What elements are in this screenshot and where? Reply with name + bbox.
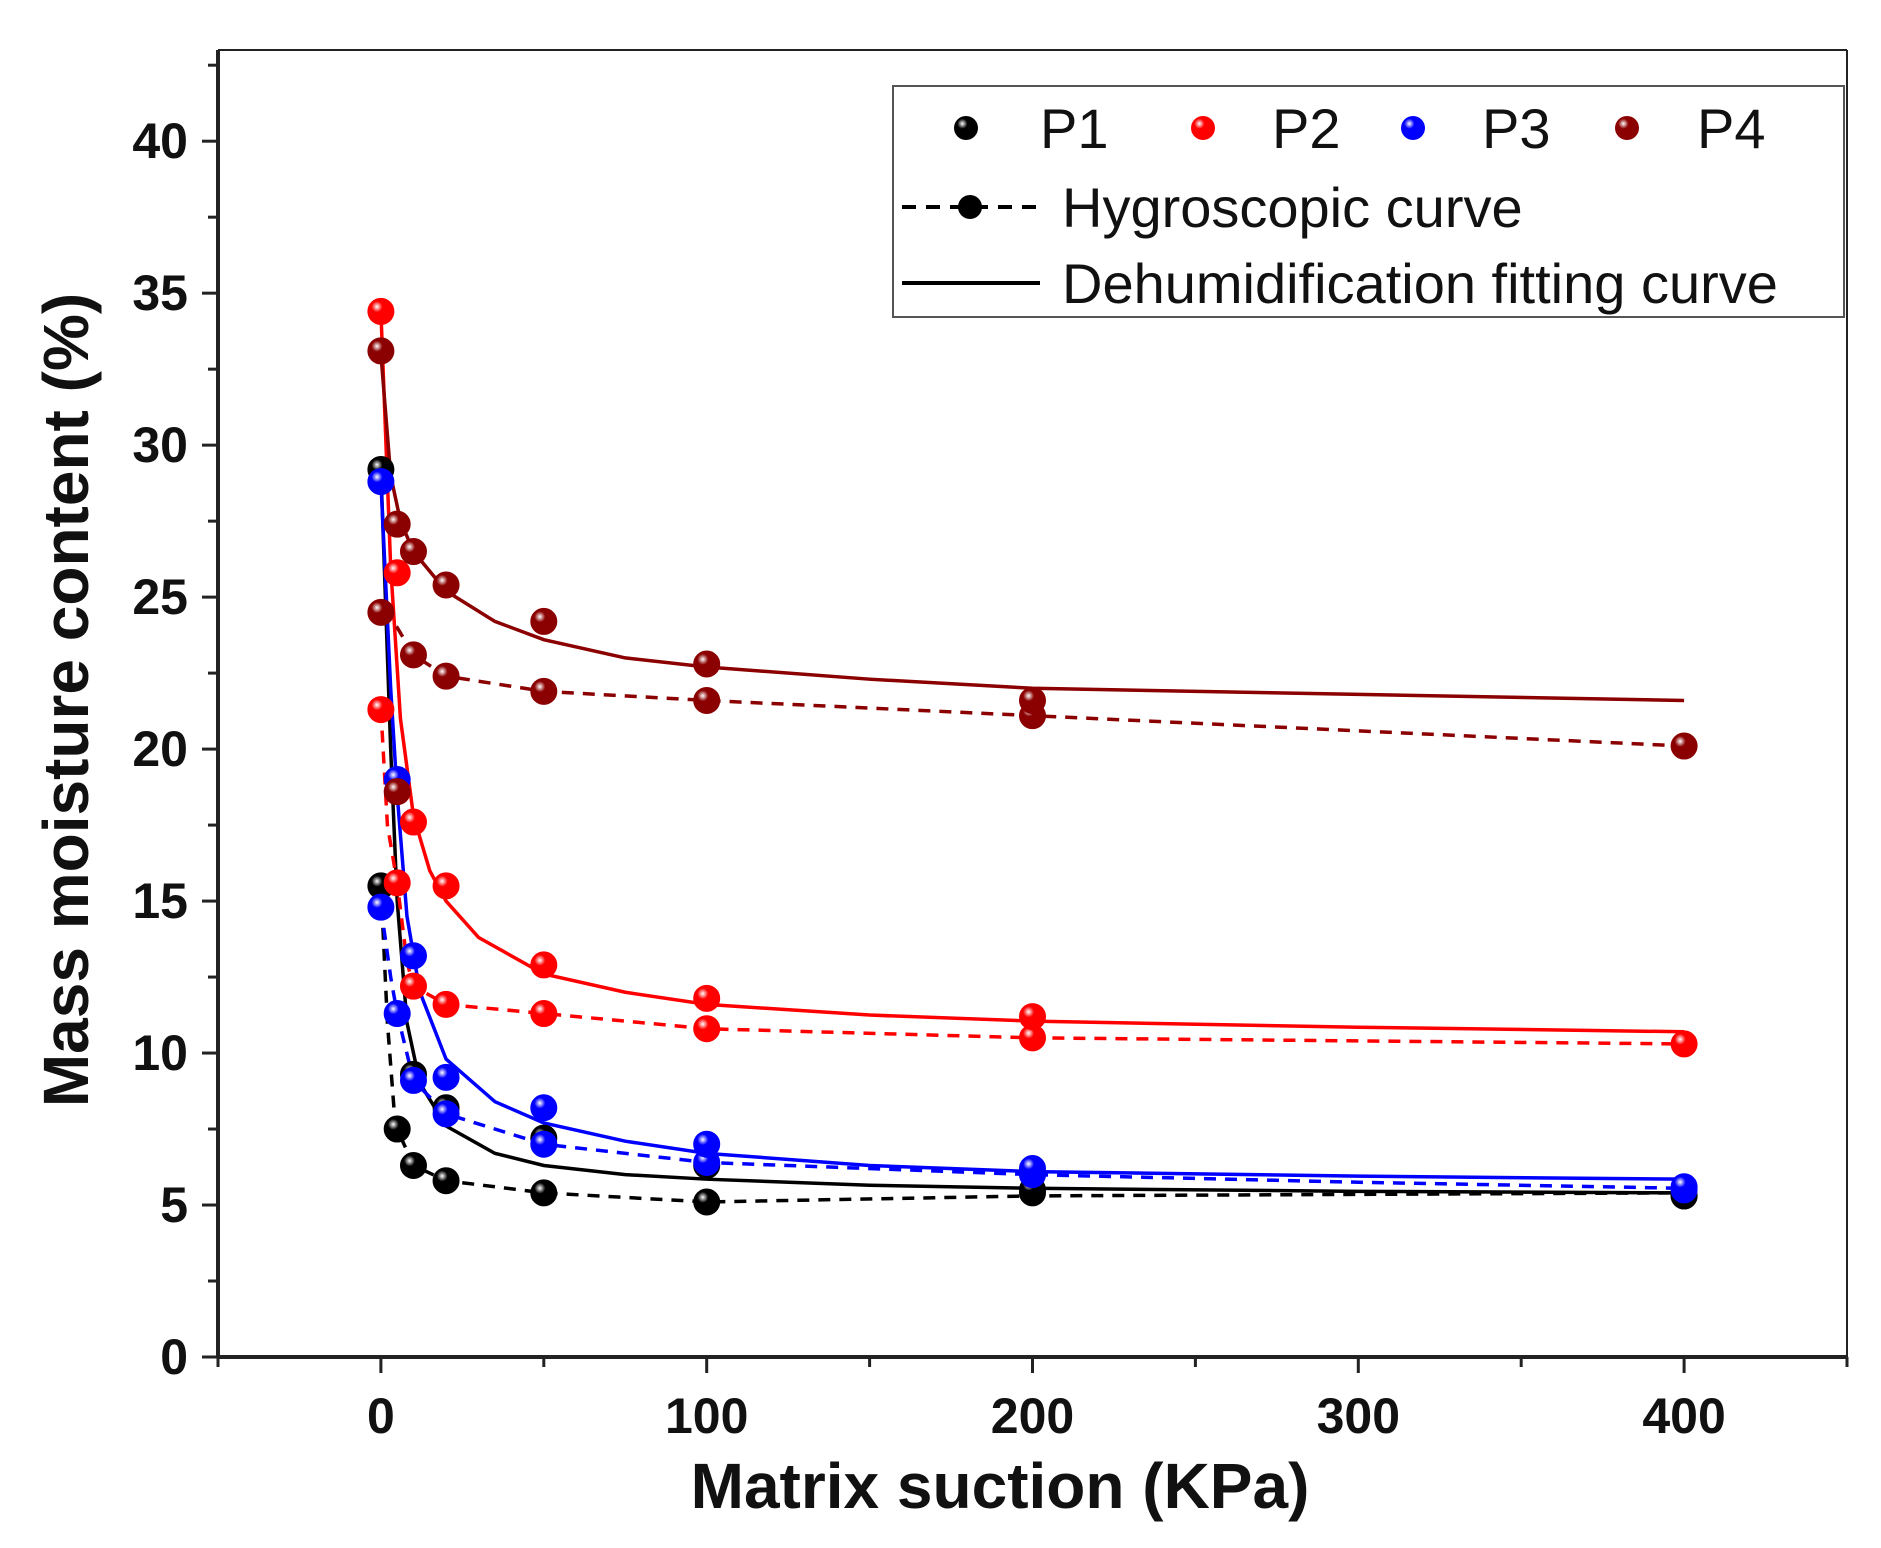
data-point-p4-hygroscopic bbox=[693, 686, 721, 714]
data-point-p2-hygroscopic bbox=[399, 972, 427, 1000]
data-point-p4-hygroscopic bbox=[399, 641, 427, 669]
legend-box bbox=[892, 85, 1845, 318]
data-point-p2-dehumidification bbox=[693, 984, 721, 1012]
data-point-p4-hygroscopic bbox=[1670, 732, 1698, 760]
x-tick-label: 200 bbox=[991, 1388, 1074, 1444]
legend-marker-p4 bbox=[1615, 116, 1639, 140]
data-point-p4-dehumidification bbox=[1019, 686, 1046, 714]
data-point-p3-dehumidification bbox=[432, 1063, 460, 1091]
data-point-p1-hygroscopic bbox=[399, 1152, 427, 1180]
data-point-p3-dehumidification bbox=[367, 468, 395, 496]
data-point-p1-hygroscopic bbox=[383, 1115, 411, 1143]
data-point-p3-dehumidification bbox=[693, 1130, 721, 1158]
data-point-p2-dehumidification bbox=[432, 872, 460, 900]
data-point-p4-dehumidification bbox=[530, 607, 558, 635]
data-point-p2-dehumidification bbox=[530, 951, 558, 979]
fitting-curve-p3 bbox=[379, 481, 1685, 1181]
y-tick-label: 20 bbox=[132, 721, 188, 777]
data-point-p4-dehumidification bbox=[693, 650, 721, 678]
hygroscopic-curve-p2 bbox=[379, 709, 1685, 1046]
y-tick-label: 25 bbox=[132, 569, 188, 625]
data-point-p2-hygroscopic bbox=[530, 1000, 558, 1028]
data-point-p3-dehumidification bbox=[399, 942, 427, 970]
y-tick-label: 0 bbox=[160, 1329, 188, 1385]
data-point-p4-hygroscopic bbox=[432, 662, 460, 690]
data-point-p3-hygroscopic bbox=[530, 1130, 558, 1158]
data-point-p4-dehumidification bbox=[383, 510, 411, 538]
data-point-p2-hygroscopic bbox=[383, 869, 411, 897]
data-point-p4-dehumidification bbox=[367, 337, 395, 365]
data-point-p1-hygroscopic bbox=[530, 1179, 558, 1207]
legend-label-p1: P1 bbox=[1040, 97, 1109, 160]
y-tick-label: 10 bbox=[132, 1025, 188, 1081]
data-point-p3-dehumidification bbox=[530, 1094, 558, 1122]
legend-marker-p1 bbox=[954, 116, 978, 140]
data-point-p2-dehumidification bbox=[399, 808, 427, 836]
y-tick-label: 5 bbox=[160, 1177, 188, 1233]
legend-fitting-label: Dehumidification fitting curve bbox=[1062, 252, 1778, 315]
data-point-p1-hygroscopic bbox=[432, 1167, 460, 1195]
fitting-curve-p2 bbox=[379, 311, 1685, 1034]
x-tick-label: 0 bbox=[367, 1388, 395, 1444]
legend-hygroscopic-label: Hygroscopic curve bbox=[1062, 176, 1523, 239]
data-point-p2-dehumidification bbox=[367, 297, 395, 325]
data-point-p2-hygroscopic bbox=[693, 1015, 721, 1043]
fitting-curve-p4 bbox=[379, 353, 1685, 703]
data-point-p3-hygroscopic bbox=[432, 1100, 460, 1128]
data-point-p3-dehumidification bbox=[1670, 1173, 1698, 1201]
data-point-p3-hygroscopic bbox=[383, 1000, 411, 1028]
legend-label-p3: P3 bbox=[1482, 97, 1551, 160]
data-point-p2-dehumidification bbox=[383, 559, 411, 587]
legend-label-p4: P4 bbox=[1697, 97, 1766, 160]
data-point-p4-hygroscopic bbox=[530, 677, 558, 705]
legend: P1 P2 P3 P4 Hygroscopic curve Dehumidifi… bbox=[892, 85, 1845, 318]
data-point-p4-dehumidification bbox=[399, 538, 427, 566]
data-point-p4-dehumidification bbox=[432, 571, 460, 599]
data-point-p2-hygroscopic bbox=[367, 696, 395, 724]
data-point-p4-hygroscopic bbox=[367, 598, 395, 626]
data-point-p3-hygroscopic bbox=[399, 1066, 427, 1094]
data-point-p2-hygroscopic bbox=[432, 990, 460, 1018]
x-tick-label: 300 bbox=[1317, 1388, 1400, 1444]
fitting-curve-p1 bbox=[379, 469, 1685, 1195]
legend-marker-p3 bbox=[1401, 116, 1425, 140]
y-axis-title: Mass moisture content (%) bbox=[30, 293, 102, 1107]
data-point-p3-hygroscopic bbox=[367, 893, 395, 921]
x-axis-title: Matrix suction (KPa) bbox=[691, 1450, 1310, 1522]
data-point-p2-dehumidification bbox=[1019, 1003, 1046, 1031]
data-point-p2-dehumidification bbox=[1670, 1030, 1698, 1058]
legend-marker-p2 bbox=[1191, 116, 1215, 140]
y-tick-label: 35 bbox=[132, 265, 188, 321]
legend-label-p2: P2 bbox=[1272, 97, 1341, 160]
data-point-p4-hygroscopic bbox=[383, 778, 411, 806]
hygroscopic-curve-p3 bbox=[379, 906, 1685, 1191]
data-point-p1-hygroscopic bbox=[693, 1188, 721, 1216]
y-tick-label: 30 bbox=[132, 417, 188, 473]
x-tick-label: 400 bbox=[1642, 1388, 1725, 1444]
plot-area: 0 100 200 300 400 0 5 10 15 20 25 30 35 40 bbox=[132, 49, 1849, 1444]
y-tick-label: 15 bbox=[132, 873, 188, 929]
y-tick-label: 40 bbox=[132, 113, 188, 169]
x-tick-label: 100 bbox=[665, 1388, 748, 1444]
data-point-p3-dehumidification bbox=[1019, 1155, 1046, 1183]
legend-hygroscopic-marker bbox=[958, 195, 982, 219]
